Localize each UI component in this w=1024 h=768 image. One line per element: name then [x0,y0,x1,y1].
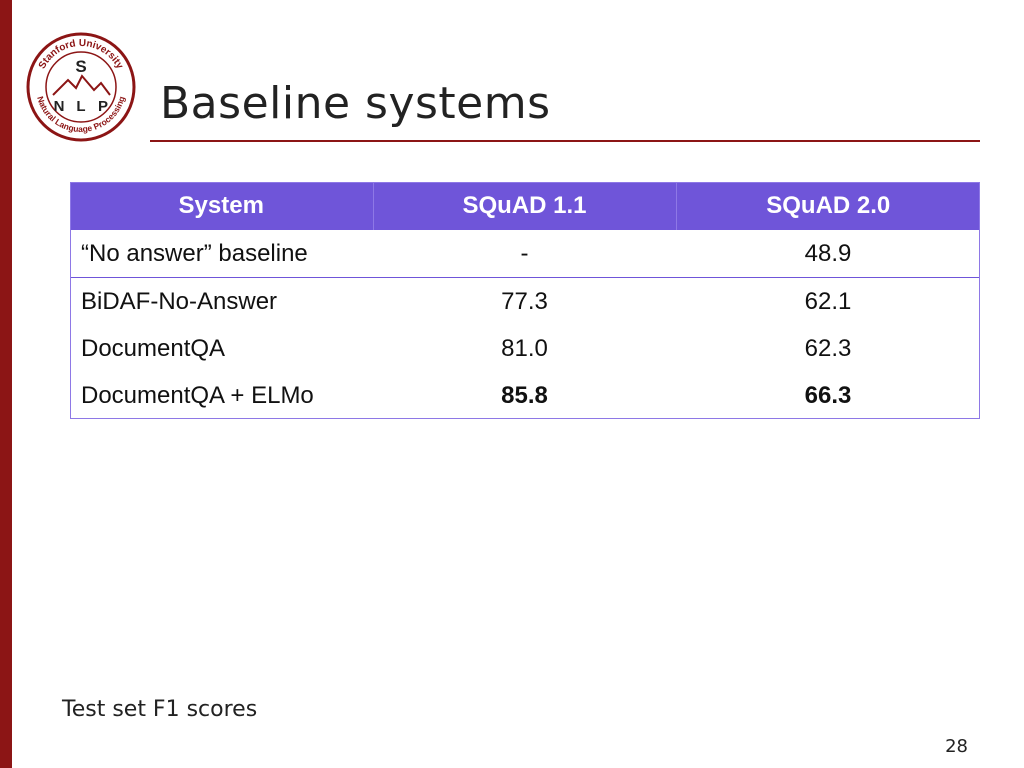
table-header-row: System SQuAD 1.1 SQuAD 2.0 [70,182,980,230]
header-system: System [70,182,374,230]
table-row: “No answer” baseline - 48.9 [70,230,980,278]
squad20-score-cell: 62.3 [804,334,852,362]
logo-letter-n: N [54,98,65,115]
header-squad-2-0: SQuAD 2.0 [676,182,980,230]
footnote: Test set F1 scores [62,697,258,722]
squad11-score-cell: - [373,230,676,278]
table-row: BiDAF-No-Answer 77.3 62.1 [70,278,980,326]
table-row: DocumentQA + ELMo 85.8 66.3 [70,372,980,419]
left-accent-bar [0,0,12,768]
squad20-score-cell: 66.3 [804,381,852,409]
logo-letter-l: L [76,98,85,115]
system-name-cell: DocumentQA [81,334,226,362]
stanford-nlp-logo: Stanford University Natural Language Pro… [26,32,136,142]
slide-title: Baseline systems [160,78,551,129]
logo-letter-s: S [75,57,86,76]
logo-letter-p: P [98,98,108,115]
system-name-cell: DocumentQA + ELMo [81,381,314,409]
system-name-cell: “No answer” baseline [70,230,373,278]
squad11-score-cell: 85.8 [501,381,548,409]
title-underline [150,140,980,142]
page-number: 28 [945,736,968,757]
system-name-cell: BiDAF-No-Answer [81,287,278,315]
table-row: DocumentQA 81.0 62.3 [70,325,980,372]
squad11-score-cell: 81.0 [501,334,548,362]
results-table: System SQuAD 1.1 SQuAD 2.0 “No answer” b… [70,182,980,419]
squad11-score-cell: 77.3 [501,287,548,315]
header-squad-1-1: SQuAD 1.1 [373,182,677,230]
squad20-score-cell: 48.9 [676,230,980,278]
squad20-score-cell: 62.1 [804,287,852,315]
